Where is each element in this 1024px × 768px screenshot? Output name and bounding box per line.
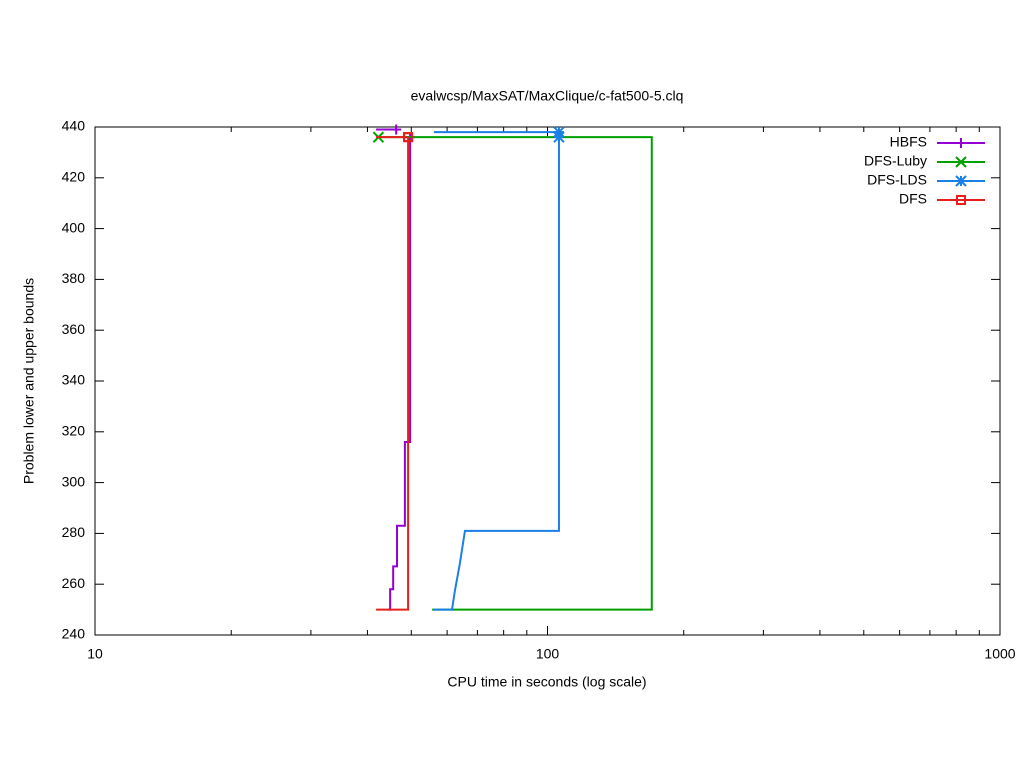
marker — [955, 156, 967, 168]
marker-stroke — [553, 126, 565, 138]
x-tick-label: 10 — [87, 646, 103, 662]
y-tick-label: 320 — [62, 423, 86, 439]
y-tick-label: 360 — [62, 321, 86, 337]
x-tick-label: 1000 — [984, 646, 1015, 662]
marker — [553, 126, 565, 138]
chart-title: evalwcsp/MaxSAT/MaxClique/c-fat500-5.clq — [411, 88, 684, 104]
marker — [391, 124, 402, 135]
y-tick-label: 240 — [62, 626, 86, 642]
marker — [956, 138, 966, 148]
x-tick-label: 100 — [536, 646, 560, 662]
legend-label: DFS-Luby — [864, 153, 927, 169]
marker — [955, 175, 967, 187]
y-tick-label: 280 — [62, 524, 86, 540]
series-line — [378, 136, 653, 611]
marker-square — [403, 132, 414, 143]
y-tick-label: 420 — [62, 169, 86, 185]
series-line — [433, 131, 560, 611]
series-line — [376, 128, 412, 611]
y-tick-label: 440 — [62, 118, 86, 134]
marker — [403, 132, 414, 143]
marker-square — [956, 195, 966, 205]
marker — [956, 195, 966, 205]
marker-stroke — [553, 131, 565, 143]
plot-frame — [94, 126, 1001, 636]
y-axis-label: Problem lower and upper bounds — [21, 278, 37, 484]
marker-stroke — [955, 175, 967, 187]
legend-label: DFS-LDS — [867, 172, 927, 188]
y-tick-label: 400 — [62, 219, 86, 235]
y-tick-label: 260 — [62, 575, 86, 591]
marker-stroke — [955, 156, 967, 168]
legend-label: DFS — [899, 191, 927, 207]
legend-label: HBFS — [890, 134, 927, 150]
marker — [553, 131, 565, 143]
y-tick-label: 340 — [62, 372, 86, 388]
y-tick-label: 380 — [62, 270, 86, 286]
y-tick-label: 300 — [62, 473, 86, 489]
x-axis-label: CPU time in seconds (log scale) — [447, 674, 646, 690]
series-line — [376, 136, 410, 611]
